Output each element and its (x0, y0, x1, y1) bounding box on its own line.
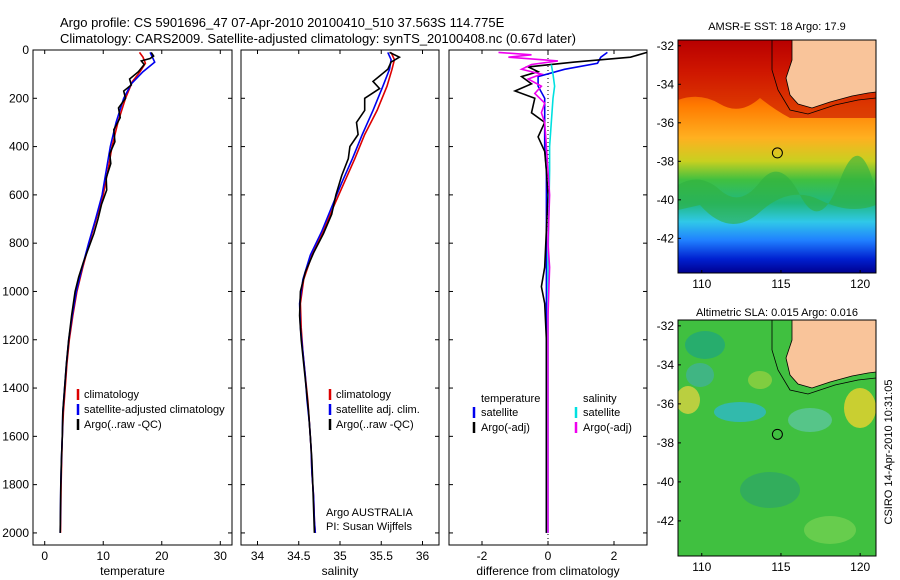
depth-tick-label: 800 (9, 236, 29, 250)
map-ytick-label: -42 (657, 231, 675, 245)
map-xtick-label: 120 (850, 560, 870, 574)
header-line-2: Climatology: CARS2009. Satellite-adjuste… (60, 31, 576, 46)
series-line-climatology (59, 51, 147, 533)
sla-low-1 (685, 331, 725, 359)
side-stamp: CSIRO 14-Apr-2010 10:31:05 (883, 380, 895, 525)
sla-argo-marker (771, 428, 783, 440)
temperature-xtick-label: 0 (41, 549, 48, 563)
map-ytick-label: -36 (657, 397, 675, 411)
salinity-panel: 34 34.5 35 35.5 36 salinity climatology satelli… (240, 49, 440, 578)
sla-high-4 (804, 516, 856, 544)
salinity-xtick-label: 34 (251, 549, 265, 563)
salinity-xtick-label: 36 (416, 549, 430, 563)
sla-low-3 (686, 363, 714, 387)
legend-salinity-header: salinity (583, 393, 617, 405)
depth-tick-label: 200 (9, 91, 29, 105)
salinity-xtick-label: 34.5 (287, 549, 311, 563)
depth-tick-label: 400 (9, 140, 29, 154)
series-line-salinity-argo-adj- (498, 51, 559, 533)
depth-tick-label: 1600 (2, 429, 29, 443)
sla-map-title: Altimetric SLA: 0.015 Argo: 0.016 (696, 307, 858, 319)
map-xtick-label: 115 (771, 560, 790, 574)
series-line-argo-raw-qc- (59, 51, 155, 533)
map-xtick-label: 110 (692, 277, 711, 291)
sla-low-2 (714, 402, 766, 422)
map-ytick-label: -34 (657, 77, 675, 91)
temperature-xlabel: temperature (100, 564, 165, 578)
sla-isobath (771, 320, 876, 395)
depth-tick-label: 600 (9, 188, 29, 202)
map-ytick-label: -40 (657, 193, 675, 207)
depth-tick-label: 1200 (2, 333, 29, 347)
legend-label: climatology (84, 389, 140, 401)
map-ytick-label: -32 (657, 319, 675, 333)
sla-axes: 110 115 120 -32 -34 -36 -38 -40 -42 (657, 319, 871, 574)
map-xtick-label: 115 (771, 277, 790, 291)
sst-map-title: AMSR-E SST: 18 Argo: 17.9 (708, 21, 846, 33)
salinity-xtick-label: 35 (333, 549, 347, 563)
series-line-climatology (299, 52, 396, 533)
sst-frame (677, 39, 877, 274)
sst-land (780, 40, 876, 109)
sla-low-5 (740, 472, 800, 508)
map-ytick-label: -32 (657, 39, 675, 53)
map-ytick-label: -38 (657, 154, 675, 168)
map-xtick-label: 120 (850, 277, 870, 291)
legend-temperature-header: temperature (481, 393, 540, 405)
header-line-1: Argo profile: CS 5901696_47 07-Apr-2010 … (60, 15, 505, 30)
map-ytick-label: -36 (657, 116, 675, 130)
map-xtick-label: 110 (692, 560, 711, 574)
map-ytick-label: -42 (657, 514, 675, 528)
map-ytick-label: -38 (657, 436, 675, 450)
legend-label: satellite adj. clim. (336, 404, 420, 416)
legend-label: Argo(-adj) (583, 422, 632, 434)
difference-xlabel: difference from climatology (476, 564, 619, 578)
sst-argo-marker (771, 147, 783, 159)
temperature-xtick-label: 10 (97, 549, 111, 563)
temperature-xtick-label: 20 (155, 549, 169, 563)
series-line-argo-raw-qc- (298, 51, 402, 533)
temperature-frame (32, 49, 233, 546)
salinity-frame (240, 49, 440, 546)
legend-label: satellite (583, 407, 620, 419)
difference-xtick-label: 0 (545, 549, 552, 563)
temperature-panel: 0 10 20 30 0 200 400 600 800 1000 1200 1400 1600 1800… (2, 43, 233, 578)
sla-high-1 (844, 388, 876, 428)
legend-label: Argo(-adj) (481, 422, 530, 434)
salinity-xlabel: salinity (322, 564, 359, 578)
difference-xtick-label: -2 (477, 549, 488, 563)
series-line-temperature-argo-adj- (512, 51, 648, 533)
depth-tick-label: 1000 (2, 284, 29, 298)
sla-land (780, 320, 876, 389)
salinity-xtick-label: 35.5 (370, 549, 394, 563)
sla-frame (677, 319, 877, 557)
sst-front (678, 155, 876, 224)
institution-line-2: PI: Susan Wijffels (326, 521, 412, 533)
legend-label: Argo(..raw -QC) (84, 419, 162, 431)
difference-xtick-label: 2 (611, 549, 618, 563)
sst-axes: 110 115 120 -32 -34 -36 -38 -40 -42 (657, 39, 871, 291)
sst-isobath (771, 40, 876, 115)
legend-label: climatology (336, 389, 392, 401)
sla-high-3 (748, 371, 772, 389)
map-ytick-label: -34 (657, 358, 675, 372)
series-line-satellite-adj-clim- (298, 52, 392, 533)
depth-tick-label: 1400 (2, 381, 29, 395)
temperature-xtick-label: 30 (214, 549, 228, 563)
sla-high-2 (678, 386, 700, 414)
legend-label: Argo(..raw -QC) (336, 419, 414, 431)
map-ytick-label: -40 (657, 475, 675, 489)
legend-label: satellite (481, 407, 518, 419)
institution-line-1: Argo AUSTRALIA (326, 507, 413, 519)
sla-map: Altimetric SLA: 0.015 Argo: 0.016 110 115… (657, 307, 877, 574)
depth-tick-label: 1800 (2, 478, 29, 492)
depth-tick-label: 0 (22, 43, 29, 57)
depth-tick-label: 2000 (2, 526, 29, 540)
sst-map: AMSR-E SST: 18 Argo: 17.9 110 115 120 -32 -3… (657, 21, 877, 291)
sla-low-4 (788, 408, 832, 432)
legend-label: satellite-adjusted climatology (84, 404, 225, 416)
